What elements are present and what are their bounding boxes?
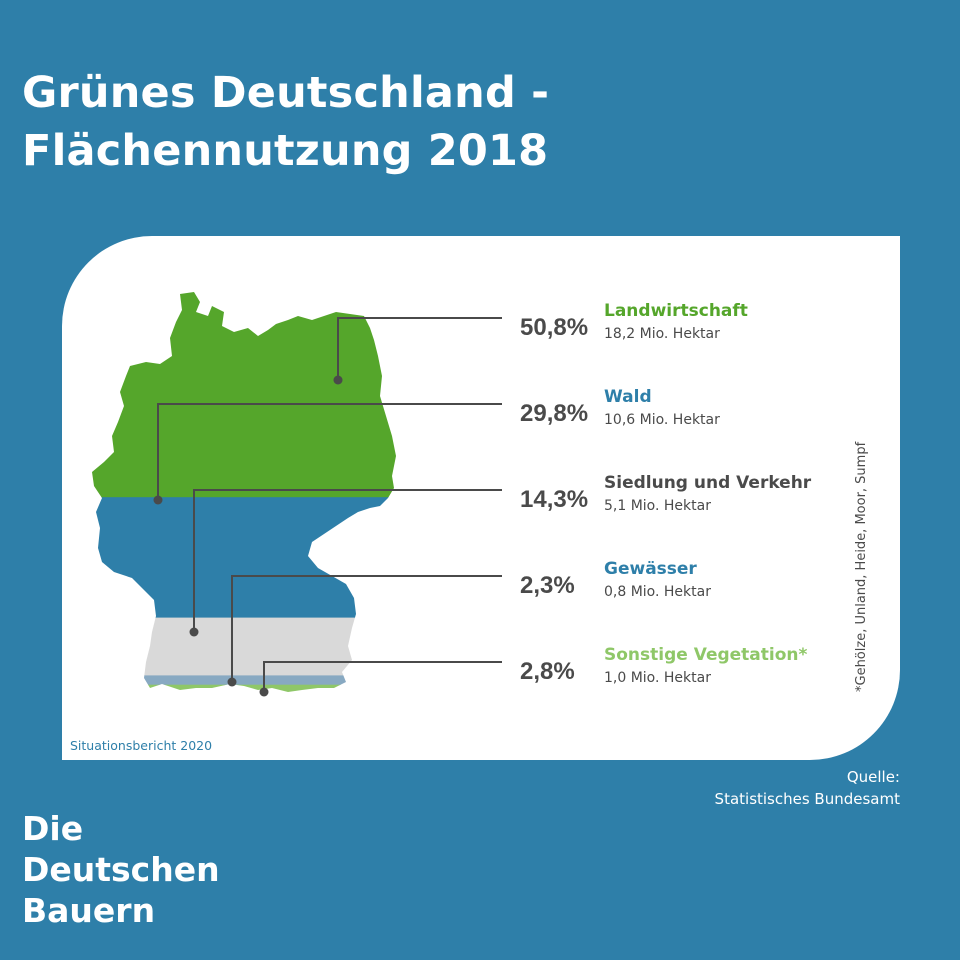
logo-line-2: Deutschen [22, 850, 220, 889]
source-name: Statistisches Bundesamt [714, 790, 900, 808]
logo-line-1: Die [22, 809, 84, 848]
leader-dot-gewaesser [227, 677, 237, 687]
category-label-wald: Wald [604, 387, 652, 407]
germany-map [92, 292, 396, 692]
detail-label-gewaesser: 0,8 Mio. Hektar [604, 584, 711, 600]
value-label-landwirtschaft: 50,8% [520, 314, 588, 341]
footnote: *Gehölze, Unland, Heide, Moor, Sumpf [854, 441, 869, 692]
leader-line-siedlung-und-verkehr [193, 489, 502, 632]
leader-line-wald [157, 403, 502, 500]
map-band-gewaesser [92, 675, 396, 686]
leader-dot-wald [153, 495, 163, 505]
leader-dot-sonstige-vegetation [259, 687, 269, 697]
brand-logo: Die Deutschen Bauern [22, 808, 220, 931]
map-band-siedlung-und-verkehr [92, 617, 396, 676]
report-label: Situationsbericht 2020 [70, 738, 213, 753]
page-title: Grünes Deutschland - Flächennutzung 2018 [22, 64, 549, 180]
logo-line-3: Bauern [22, 891, 156, 930]
value-label-sonstige-vegetation: 2,8% [520, 658, 575, 685]
leader-line-gewaesser [231, 575, 502, 682]
source-credit: Quelle: Statistisches Bundesamt [715, 766, 900, 810]
source-label: Quelle: [846, 768, 900, 786]
map-band-wald [92, 497, 396, 619]
title-line-1: Grünes Deutschland - [22, 68, 550, 118]
category-label-gewaesser: Gewässer [604, 559, 697, 579]
value-label-wald: 29,8% [520, 400, 588, 427]
leader-dot-siedlung-und-verkehr [189, 627, 199, 637]
chart-card: 50,8% 29,8% 14,3% 2,3% 2,8% Landwirtscha… [62, 236, 900, 760]
detail-label-siedlung-und-verkehr: 5,1 Mio. Hektar [604, 498, 711, 514]
category-label-siedlung-und-verkehr: Siedlung und Verkehr [604, 473, 812, 493]
title-line-2: Flächennutzung 2018 [22, 126, 549, 176]
germany-land-use-chart: 50,8% 29,8% 14,3% 2,3% 2,8% Landwirtscha… [92, 292, 812, 697]
value-label-siedlung-und-verkehr: 14,3% [520, 486, 588, 513]
leader-line-sonstige-vegetation [263, 661, 502, 692]
detail-label-sonstige-vegetation: 1,0 Mio. Hektar [604, 670, 711, 686]
detail-label-wald: 10,6 Mio. Hektar [604, 412, 720, 428]
value-label-gewaesser: 2,3% [520, 572, 575, 599]
leader-dot-landwirtschaft [333, 375, 343, 385]
category-label-landwirtschaft: Landwirtschaft [604, 301, 748, 321]
map-band-landwirtschaft [92, 292, 396, 498]
detail-label-landwirtschaft: 18,2 Mio. Hektar [604, 326, 720, 342]
category-label-sonstige-vegetation: Sonstige Vegetation* [604, 645, 808, 665]
leader-line-landwirtschaft [337, 317, 502, 380]
